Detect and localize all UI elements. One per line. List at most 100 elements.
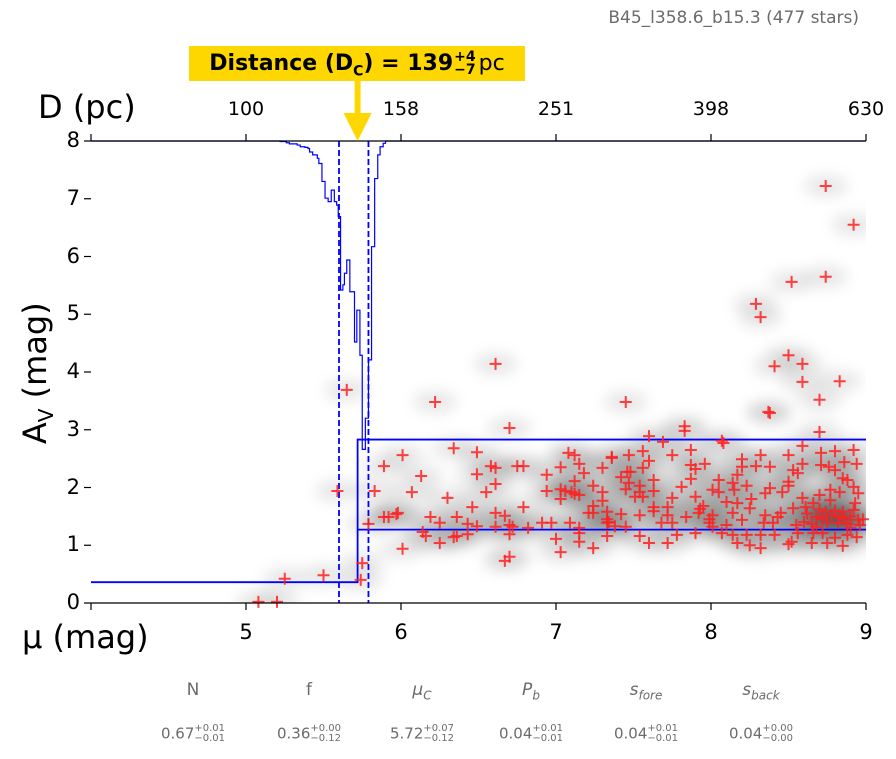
data-point xyxy=(415,469,428,482)
data-point xyxy=(433,516,446,529)
annotation-sub: C xyxy=(353,63,364,80)
data-point xyxy=(731,468,744,481)
data-point xyxy=(717,437,730,450)
data-point xyxy=(636,445,649,458)
value-minus: −0.01 xyxy=(194,733,226,744)
data-point xyxy=(762,405,775,418)
data-point xyxy=(726,528,739,541)
y-tick-label: 4 xyxy=(66,359,80,383)
data-point xyxy=(661,536,674,549)
data-point xyxy=(601,513,614,526)
data-point xyxy=(559,484,572,497)
data-point xyxy=(787,502,800,515)
data-point xyxy=(731,497,744,510)
data-point xyxy=(726,476,739,489)
data-point xyxy=(692,506,705,519)
value-minus: −0.12 xyxy=(423,733,455,744)
data-point xyxy=(503,422,516,435)
data-point xyxy=(633,509,646,522)
value-main: 5.72 xyxy=(389,724,424,743)
data-point xyxy=(554,461,567,474)
data-point xyxy=(622,449,635,462)
data-point xyxy=(391,506,404,519)
data-point xyxy=(390,508,403,521)
data-point xyxy=(829,464,841,477)
data-point xyxy=(587,542,600,555)
x-tick-label: 9 xyxy=(859,620,873,644)
value-main: 0.04 xyxy=(728,724,763,743)
data-point xyxy=(573,535,586,548)
data-point xyxy=(706,483,719,496)
data-point xyxy=(252,595,265,608)
value-main: 0.04 xyxy=(498,724,533,743)
data-point xyxy=(785,535,798,548)
data-point xyxy=(354,573,367,586)
data-point xyxy=(801,507,814,520)
data-point xyxy=(517,501,530,514)
parameter-label: sfore xyxy=(586,680,706,702)
data-point xyxy=(829,531,841,544)
data-point xyxy=(466,501,479,514)
data-point xyxy=(763,460,776,473)
data-point xyxy=(715,527,728,540)
data-point xyxy=(540,468,553,481)
top-tick-label: 158 xyxy=(382,98,420,120)
data-point xyxy=(550,532,562,545)
parameter-symbol: N xyxy=(186,680,200,700)
data-point xyxy=(666,449,679,462)
data-point xyxy=(767,516,779,529)
value-plus: +0.07 xyxy=(423,723,455,734)
data-point xyxy=(754,542,767,555)
data-point xyxy=(850,531,863,544)
data-point xyxy=(643,430,655,443)
y-tick-label: 5 xyxy=(66,301,80,326)
data-point xyxy=(684,472,697,485)
parameter-subscript: back xyxy=(751,688,780,703)
data-point xyxy=(833,375,846,388)
data-point xyxy=(736,513,748,526)
data-point xyxy=(728,483,741,496)
data-point xyxy=(619,396,632,409)
data-point xyxy=(790,519,803,532)
data-point xyxy=(489,357,502,370)
data-point xyxy=(847,443,860,456)
data-point xyxy=(743,502,756,515)
data-point xyxy=(850,457,863,470)
data-point xyxy=(568,449,581,462)
data-point xyxy=(271,595,283,608)
data-point xyxy=(602,516,615,529)
data-point xyxy=(615,508,628,521)
data-point xyxy=(824,494,837,507)
top-axis-label: D (pc) xyxy=(38,88,136,126)
data-point xyxy=(740,528,753,541)
data-point xyxy=(824,483,837,496)
data-point xyxy=(745,493,758,506)
data-point xyxy=(489,478,502,491)
data-point xyxy=(819,505,832,518)
data-point xyxy=(554,493,567,506)
y-tick-label: 0 xyxy=(66,590,80,614)
data-point xyxy=(643,454,655,467)
data-point xyxy=(419,530,432,543)
data-point xyxy=(754,449,767,462)
data-point xyxy=(847,504,860,517)
data-point xyxy=(675,480,688,493)
data-point xyxy=(782,349,795,362)
data-point xyxy=(522,521,535,534)
value-main: 0.36 xyxy=(276,724,311,743)
data-point xyxy=(433,536,446,549)
data-point xyxy=(833,486,846,499)
data-point xyxy=(480,486,493,499)
data-point xyxy=(429,396,442,409)
data-point xyxy=(776,486,789,499)
value-minus: −0.00 xyxy=(762,733,794,744)
data-point xyxy=(596,494,609,507)
data-point xyxy=(489,520,502,533)
data-point xyxy=(796,491,809,504)
data-point xyxy=(759,487,772,500)
data-point xyxy=(656,435,669,448)
parameter-symbol: μ xyxy=(412,680,424,700)
data-point xyxy=(441,491,454,504)
data-point xyxy=(608,520,621,533)
data-point xyxy=(424,510,437,523)
